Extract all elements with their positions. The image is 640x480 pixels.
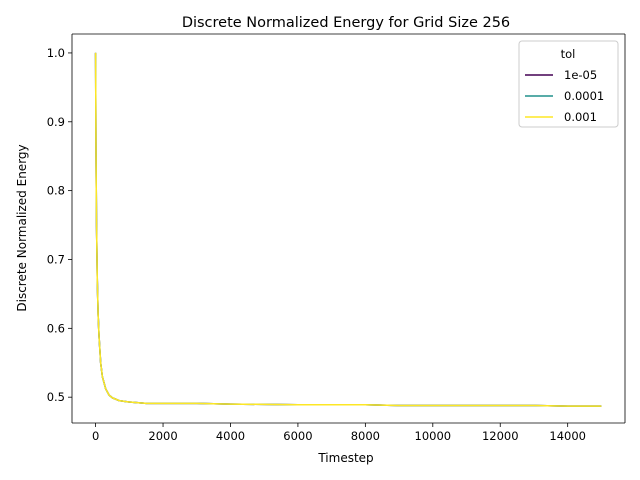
x-tick-label: 2000 xyxy=(148,429,177,443)
x-tick-label: 8000 xyxy=(351,429,380,443)
y-tick-label: 0.9 xyxy=(47,115,65,129)
y-axis: 0.5 0.6 0.7 0.8 0.9 1.0 xyxy=(47,46,72,404)
x-tick-label: 14000 xyxy=(549,429,586,443)
legend-label-1: 0.0001 xyxy=(564,89,604,103)
y-axis-label: Discrete Normalized Energy xyxy=(15,144,29,311)
legend-frame xyxy=(518,40,619,128)
x-tick-label: 0 xyxy=(92,429,99,443)
chart-title: Discrete Normalized Energy for Grid Size… xyxy=(182,15,510,31)
y-tick-label: 0.8 xyxy=(47,184,65,198)
x-tick-label: 6000 xyxy=(283,429,312,443)
legend-label-0: 1e-05 xyxy=(564,68,597,82)
series-line-2 xyxy=(94,52,602,407)
y-tick-label: 1.0 xyxy=(47,46,65,60)
legend-title: tol xyxy=(561,47,576,61)
y-tick-label: 0.5 xyxy=(47,390,65,404)
x-tick-label: 4000 xyxy=(216,429,245,443)
x-tick-label: 10000 xyxy=(415,429,452,443)
x-axis: 0 2000 4000 6000 8000 10000 12000 14000 xyxy=(92,423,586,443)
legend-label-2: 0.001 xyxy=(564,110,597,124)
legend-items: 1e-05 0.0001 0.001 xyxy=(525,68,604,124)
y-tick-label: 0.7 xyxy=(47,252,65,266)
axes-spines xyxy=(71,33,626,424)
x-axis-label: Timestep xyxy=(317,451,373,465)
legend: tol 1e-05 0.0001 0.001 xyxy=(518,40,619,128)
x-tick-label: 12000 xyxy=(482,429,519,443)
y-tick-label: 0.6 xyxy=(47,321,65,335)
series-lines xyxy=(94,52,602,407)
